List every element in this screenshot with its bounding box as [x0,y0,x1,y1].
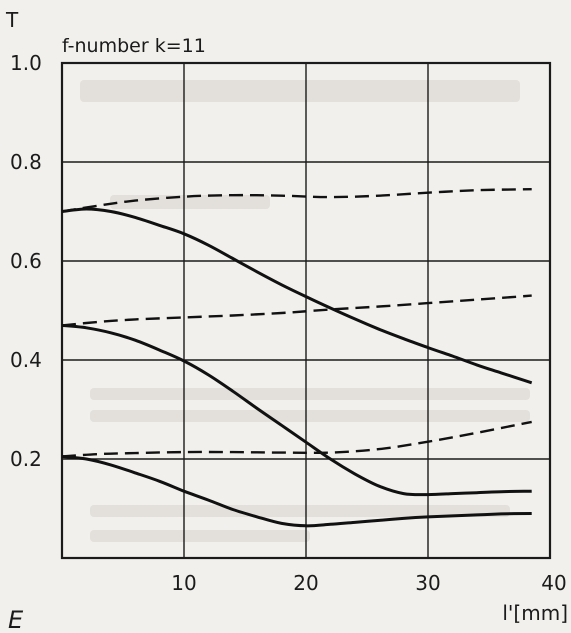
y-tick-label: 0.2 [10,447,42,471]
series-group [61,188,533,528]
x-tick-label: 30 [415,571,440,595]
solid-series-line-1 [61,207,533,385]
y-axis-label: T [5,8,19,32]
grid [62,63,550,558]
y-tick-label: 0.4 [10,348,42,372]
plot-frame [60,61,552,560]
ghost-background [80,80,530,542]
x-tick-labels: 10 20 30 40 [171,571,566,595]
solid-series-line-3 [61,455,532,528]
solid-series-line-2 [61,323,532,497]
x-axis-label: l'[mm] [502,601,568,625]
y-tick-label: 0.6 [10,249,42,273]
x-tick-label: 20 [293,571,318,595]
dashed-series-line-4 [61,188,532,213]
caption-fragment: E [8,606,24,629]
x-tick-label: 10 [171,571,196,595]
chart-subtitle: f-number k=11 [62,35,206,57]
dashed-series-line-6 [61,420,532,458]
y-tick-label: 0.8 [10,150,42,174]
y-tick-labels: 0.2 0.4 0.6 0.8 1.0 [10,51,42,471]
y-tick-label: 1.0 [10,51,42,75]
x-tick-label: 40 [541,571,566,595]
dashed-series-line-5 [61,294,532,327]
